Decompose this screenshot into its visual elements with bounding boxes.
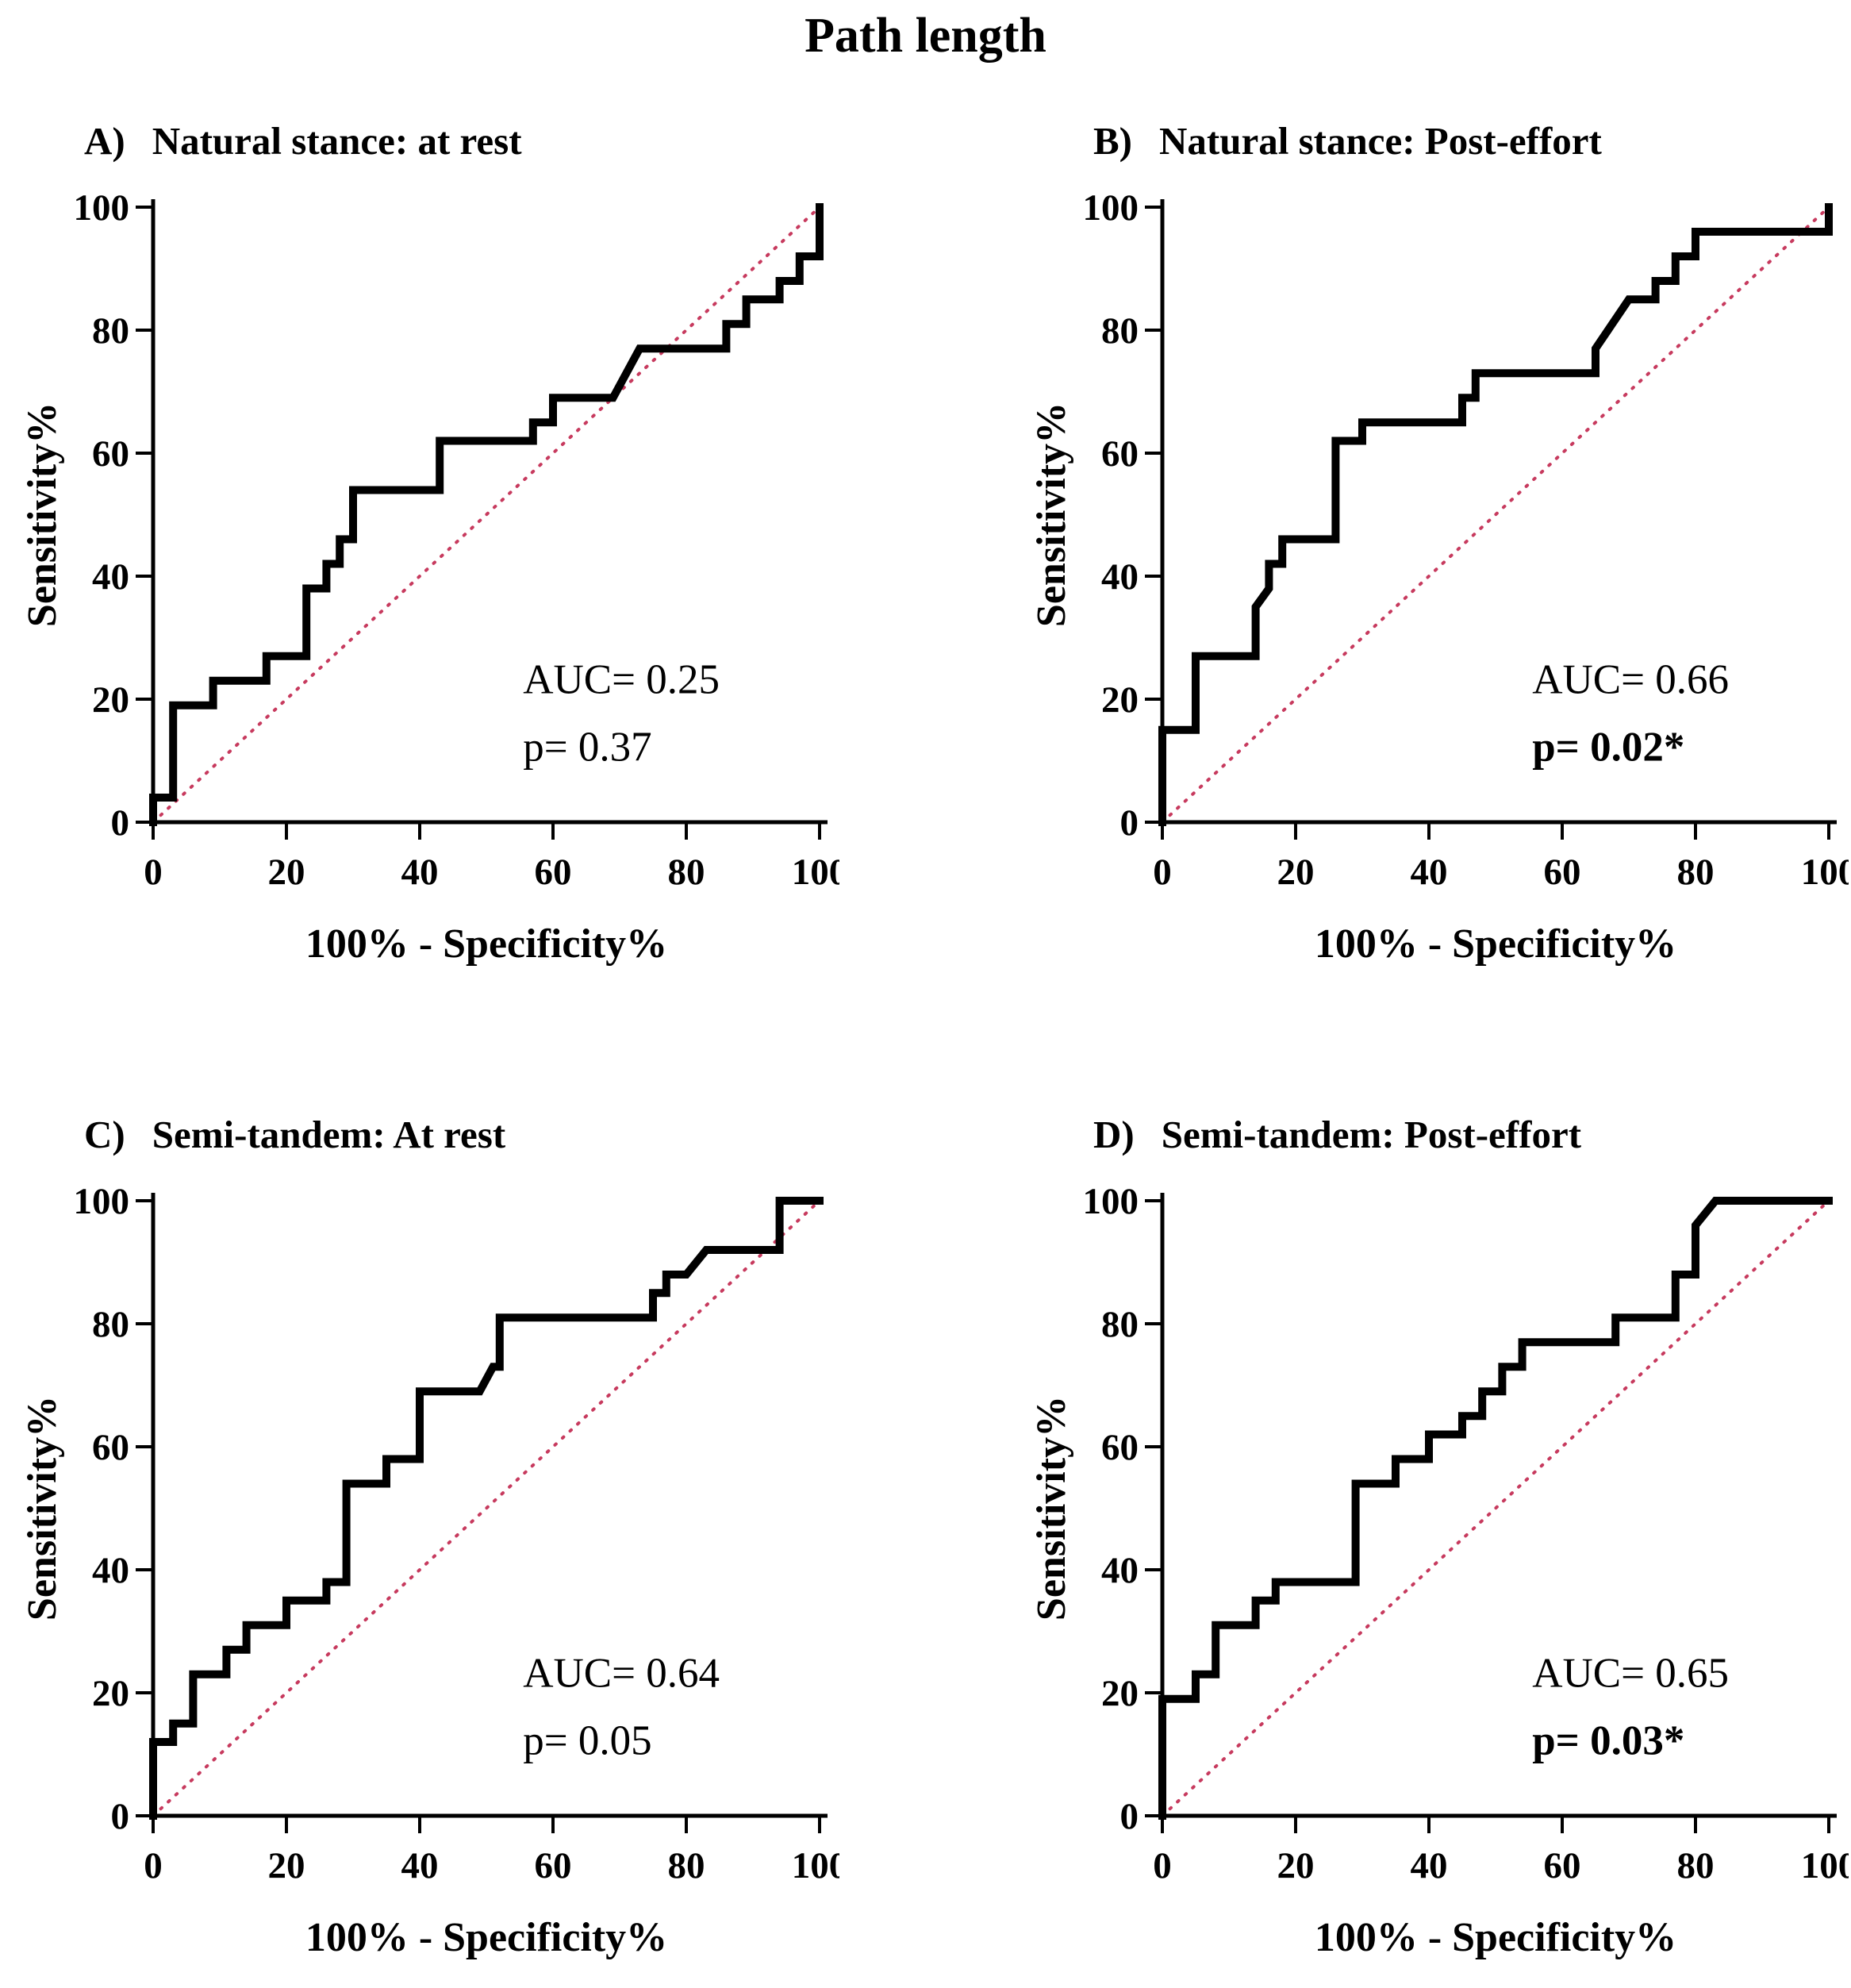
x-tick-label: 80: [668, 852, 705, 893]
y-tick-label: 60: [1101, 433, 1139, 475]
roc-curve: [1158, 1197, 1833, 1820]
roc-curve: [149, 1197, 824, 1820]
y-tick-label: 0: [1120, 1796, 1139, 1837]
panel-header: A) Natural stance: at rest: [22, 111, 839, 163]
y-axis-title: Sensitivity%: [22, 1396, 65, 1621]
x-axis-title: 100% - Specificity%: [305, 1915, 667, 1960]
auc-annotation: AUC= 0.64: [523, 1650, 720, 1696]
y-axis-title: Sensitivity%: [22, 402, 65, 627]
x-tick-label: 100: [1801, 1845, 1849, 1886]
p-value-annotation: p= 0.05: [523, 1718, 651, 1764]
auc-annotation: AUC= 0.25: [523, 656, 720, 702]
y-tick-label: 60: [92, 433, 129, 475]
x-tick-label: 60: [1544, 1845, 1581, 1886]
panel-title: Natural stance: at rest: [152, 119, 522, 163]
roc-curve: [1158, 203, 1833, 826]
auc-annotation: AUC= 0.66: [1532, 656, 1729, 702]
y-tick-label: 0: [1120, 802, 1139, 844]
y-tick-label: 100: [1083, 1181, 1139, 1222]
panel-letter: A): [84, 119, 125, 163]
y-tick-label: 20: [92, 679, 129, 721]
y-tick-label: 80: [92, 310, 129, 352]
x-tick-label: 20: [268, 1845, 305, 1886]
y-tick-label: 100: [74, 187, 130, 229]
x-tick-label: 0: [1153, 1845, 1172, 1886]
y-tick-label: 60: [92, 1427, 129, 1468]
x-tick-label: 100: [792, 1845, 839, 1886]
y-tick-label: 40: [92, 1550, 129, 1591]
y-tick-label: 20: [1101, 679, 1139, 721]
y-tick-label: 40: [92, 556, 129, 598]
x-tick-label: 20: [1277, 1845, 1315, 1886]
x-axis-title: 100% - Specificity%: [1315, 921, 1676, 967]
y-tick-label: 40: [1101, 556, 1139, 598]
roc-chart-a: 00 20 20 40 40 60 60 80 80 100 100 100% - Specifici…: [22, 187, 839, 967]
y-tick-label: 0: [111, 802, 130, 844]
x-tick-label: 40: [401, 852, 439, 893]
y-tick-label: 40: [1101, 1550, 1139, 1591]
x-tick-label: 40: [401, 1845, 439, 1886]
panel-letter: D): [1093, 1113, 1135, 1156]
panel-title: Semi-tandem: Post-effort: [1161, 1113, 1582, 1156]
y-tick-label: 100: [74, 1181, 130, 1222]
x-tick-label: 60: [535, 852, 572, 893]
panel-letter: B): [1093, 119, 1132, 163]
y-tick-label: 20: [1101, 1673, 1139, 1714]
y-axis-title: Sensitivity%: [1031, 402, 1074, 627]
p-value-annotation: p= 0.03*: [1532, 1718, 1684, 1764]
y-tick-label: 80: [92, 1304, 129, 1345]
y-tick-label: 80: [1101, 1304, 1139, 1345]
x-tick-label: 20: [268, 852, 305, 893]
diagonal-reference-line: [1161, 206, 1830, 824]
panel-letter: C): [84, 1113, 125, 1156]
y-tick-label: 20: [92, 1673, 129, 1714]
p-value-annotation: p= 0.02*: [1532, 725, 1684, 771]
p-value-annotation: p= 0.37: [523, 725, 651, 771]
x-axis-title: 100% - Specificity%: [305, 921, 667, 967]
panel-title: Natural stance: Post-effort: [1159, 119, 1602, 163]
y-axis-title: Sensitivity%: [1031, 1396, 1074, 1621]
x-tick-label: 0: [144, 852, 163, 893]
x-tick-label: 60: [535, 1845, 572, 1886]
y-tick-label: 80: [1101, 310, 1139, 352]
panel-semi-tandem-post-effort: D) Semi-tandem: Post-effort 0 0 20 20 40 40 60…: [1031, 1105, 1849, 1988]
auc-annotation: AUC= 0.65: [1532, 1650, 1729, 1696]
roc-curve: [149, 203, 824, 826]
roc-chart-c: 00 20 20 40 40 60 60 80 80 100 100 100% - Specifici…: [22, 1181, 839, 1960]
x-tick-label: 40: [1411, 852, 1448, 893]
y-tick-label: 0: [111, 1796, 130, 1837]
panel-header: D) Semi-tandem: Post-effort: [1031, 1105, 1849, 1157]
x-tick-label: 80: [1677, 1845, 1715, 1886]
panel-natural-stance-post-effort: B) Natural stance: Post-effort 0 0 20 20 40 4…: [1031, 111, 1849, 1048]
diagonal-reference-line: [152, 206, 821, 824]
x-axis-title: 100% - Specificity%: [1315, 1915, 1676, 1960]
x-tick-label: 60: [1544, 852, 1581, 893]
diagonal-reference-line: [1161, 1199, 1830, 1817]
y-tick-label: 60: [1101, 1427, 1139, 1468]
panel-semi-tandem-at-rest: C) Semi-tandem: At rest 0 0 20 20 40 40 60 60 80…: [22, 1105, 839, 1988]
y-tick-label: 100: [1083, 187, 1139, 229]
x-tick-label: 80: [1677, 852, 1715, 893]
x-tick-label: 20: [1277, 852, 1315, 893]
roc-chart-b: 00 20 20 40 40 60 60 80 80 100 100 100% - Specifici…: [1031, 187, 1849, 967]
diagonal-reference-line: [152, 1199, 821, 1817]
roc-chart-d: 00 20 20 40 40 60 60 80 80 100 100 100% - Specifici…: [1031, 1181, 1849, 1960]
x-tick-label: 0: [144, 1845, 163, 1886]
panel-header: B) Natural stance: Post-effort: [1031, 111, 1849, 163]
x-tick-label: 0: [1153, 852, 1172, 893]
panel-natural-stance-at-rest: A) Natural stance: at rest 0 0 20 20 40 40 60 6…: [22, 111, 839, 1048]
x-tick-label: 100: [792, 852, 839, 893]
x-tick-label: 80: [668, 1845, 705, 1886]
panel-header: C) Semi-tandem: At rest: [22, 1105, 839, 1157]
x-tick-label: 40: [1411, 1845, 1448, 1886]
figure-title: Path length: [805, 9, 1046, 63]
panel-title: Semi-tandem: At rest: [152, 1113, 506, 1156]
x-tick-label: 100: [1801, 852, 1849, 893]
